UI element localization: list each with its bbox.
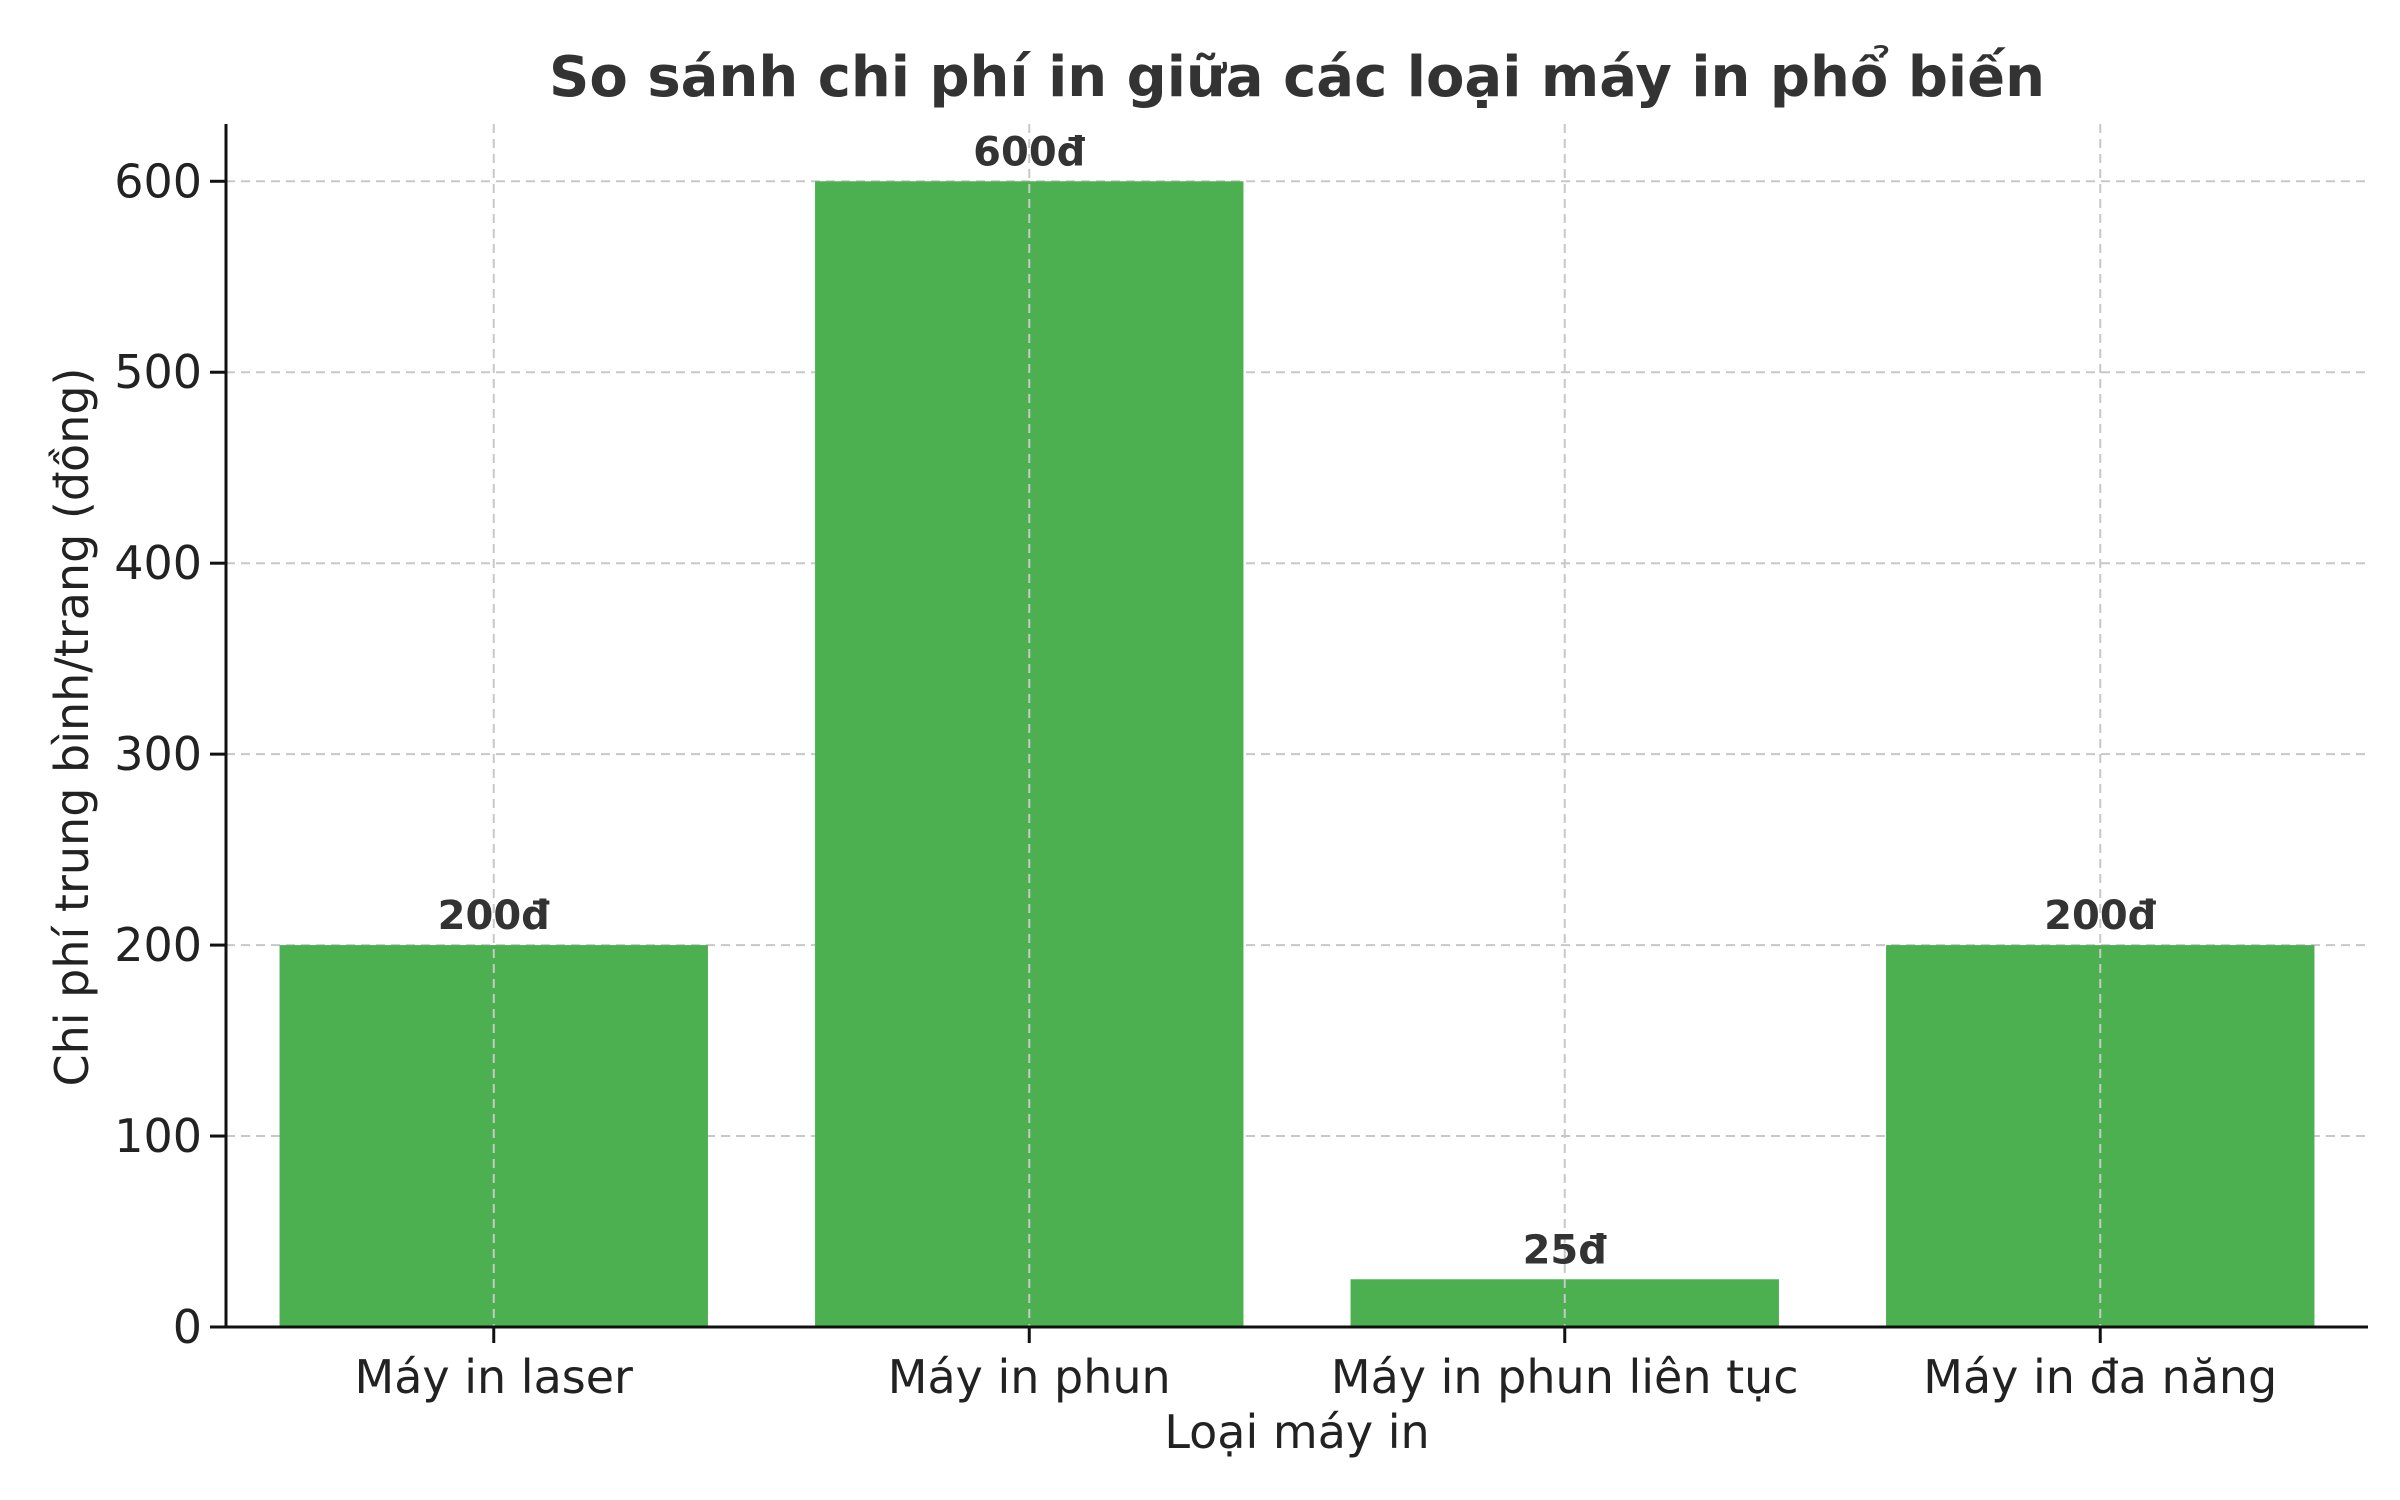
y-tick-label: 600 (114, 154, 202, 208)
bar-value-label: 200đ (2044, 893, 2156, 939)
vertical-grid (492, 124, 2102, 1327)
y-tick-label: 200 (114, 918, 202, 972)
y-axis-label: Chi phí trung bình/trang (đồng) (45, 368, 99, 1087)
bar-value-label: 25đ (1523, 1227, 1608, 1273)
x-tick-label: Máy in laser (355, 1350, 634, 1404)
y-tick-label: 500 (114, 345, 202, 399)
y-tick-label: 100 (114, 1109, 202, 1163)
data-labels: 200đ 600đ 25đ 200đ (438, 129, 2157, 1273)
bar-value-label: 600đ (973, 129, 1085, 175)
x-tick-label: Máy in đa năng (1923, 1350, 2277, 1404)
y-tick-label: 0 (173, 1300, 202, 1354)
bar-value-label: 200đ (438, 893, 550, 939)
y-tick-label: 300 (114, 727, 202, 781)
axes: 0 100 200 300 400 500 600 Máy in laser Máy in ph… (114, 124, 2368, 1404)
chart-title: So sánh chi phí in giữa các loại máy in … (549, 45, 2045, 110)
x-tick-label: Máy in phun liên tục (1331, 1350, 1799, 1404)
x-tick-label: Máy in phun (888, 1350, 1171, 1404)
x-axis-label: Loại máy in (1164, 1405, 1429, 1459)
y-tick-label: 400 (114, 536, 202, 590)
